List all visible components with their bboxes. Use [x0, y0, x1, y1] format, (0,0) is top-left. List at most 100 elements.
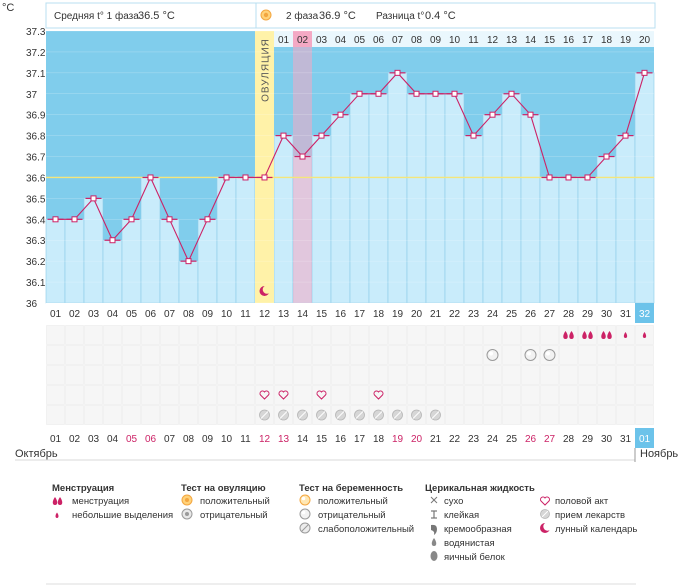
grid-cell: [521, 385, 540, 405]
grid-cell: [407, 325, 426, 345]
grid-cell: [160, 345, 179, 365]
date-label: 08: [183, 434, 195, 445]
month-start-label: Октябрь: [15, 448, 58, 460]
grid-cell: [540, 405, 559, 425]
heart-icon: [259, 390, 270, 400]
grid-cell: [350, 325, 369, 345]
temp-point: [147, 174, 154, 181]
temp-point: [242, 174, 249, 181]
date-label: 19: [392, 434, 404, 445]
pregnancy-test-weak-icon: [299, 522, 311, 534]
date-label: 23: [468, 434, 480, 445]
grid-cell: [198, 325, 217, 345]
y-tick-label: 36.3: [26, 236, 46, 247]
dry-icon: [430, 496, 438, 504]
grid-cell: [559, 345, 578, 365]
phase2-day-label: 13: [506, 35, 518, 46]
temp-point: [394, 69, 401, 76]
grid-cell: [445, 405, 464, 425]
phase2-day-label: 17: [582, 35, 594, 46]
pill-icon: [430, 409, 441, 421]
temp-point: [318, 132, 325, 139]
temp-point: [527, 111, 534, 118]
phase2-day-label: 12: [487, 35, 499, 46]
legend-item: отрицательный: [200, 510, 268, 521]
temp-point: [641, 69, 648, 76]
date-label: 14: [297, 434, 309, 445]
temp-bar: [387, 72, 408, 304]
highlighted-day-cell: [293, 31, 312, 47]
grid-cell: [65, 405, 84, 425]
grid-cell: [616, 345, 635, 365]
cycle-day-label: 20: [411, 309, 423, 320]
y-tick-label: 36.9: [26, 111, 46, 122]
grid-cell: [407, 345, 426, 365]
legend-item: положительный: [200, 496, 270, 507]
grid-cell: [65, 345, 84, 365]
phase2-day-label: 18: [601, 35, 613, 46]
grid-cell: [521, 405, 540, 425]
today-date-cell: [635, 428, 654, 448]
grid-cell: [179, 385, 198, 405]
temp-point: [280, 132, 287, 139]
grid-cell: [616, 405, 635, 425]
grid-cell: [236, 405, 255, 425]
cycle-day-label: 14: [297, 309, 309, 320]
legend-item: яичный белок: [444, 552, 506, 563]
temp-bar: [330, 114, 351, 304]
grid-cell: [635, 365, 654, 385]
heart-icon: [278, 390, 289, 400]
sticky-icon: [431, 510, 437, 519]
y-tick-label: 37.2: [26, 48, 46, 59]
legend-item: положительный: [318, 496, 388, 507]
grid-cell: [103, 325, 122, 345]
grid-cell: [502, 325, 521, 345]
temp-point: [603, 153, 610, 160]
grid-cell: [236, 385, 255, 405]
legend-item: сухо: [444, 496, 463, 507]
today-cell: [635, 303, 654, 323]
grid-cell: [217, 345, 236, 365]
diff-label: Разница t°: [376, 11, 424, 22]
grid-cell: [312, 345, 331, 365]
cycle-day-label: 11: [240, 309, 251, 320]
grid-cell: [236, 365, 255, 385]
date-label: 17: [354, 434, 366, 445]
temp-point: [584, 174, 591, 181]
grid-cell: [597, 345, 616, 365]
legend-item: лунный календарь: [555, 524, 637, 535]
grid-cell: [426, 365, 445, 385]
grid-cell: [388, 345, 407, 365]
cycle-day-label: 09: [202, 309, 214, 320]
temp-point: [470, 132, 477, 139]
header-box: [45, 2, 656, 29]
heart-icon: [373, 390, 384, 400]
grid-cell: [217, 325, 236, 345]
grid-cell: [84, 325, 103, 345]
egg-white-icon: [430, 551, 438, 561]
legend-item: клейкая: [444, 510, 479, 521]
grid-cell: [198, 365, 217, 385]
temp-point: [223, 174, 230, 181]
ovulation-test-positive-icon: [181, 494, 193, 506]
cycle-day-label: 13: [278, 309, 290, 320]
grid-cell: [502, 405, 521, 425]
grid-cell: [122, 345, 141, 365]
grid-cell: [274, 345, 293, 365]
legend-pill-icon: [540, 509, 550, 519]
symbol-rows: 01 02 03 04 05 06 07 08 09 10 11 12 13 14 15 16 17 18 19 20…: [0, 303, 678, 462]
grid-cell: [407, 365, 426, 385]
grid-cell: [388, 325, 407, 345]
date-label: 25: [506, 434, 518, 445]
heart-icon: [316, 390, 327, 400]
grid-cell: [331, 345, 350, 365]
grid-cell: [559, 405, 578, 425]
legend-title-cervical-fluid: Церикальная жидкость: [425, 483, 535, 494]
grid-cell: [502, 365, 521, 385]
grid-cell: [141, 385, 160, 405]
temp-bar: [634, 72, 655, 304]
grid-cell: [616, 365, 635, 385]
temp-point: [565, 174, 572, 181]
date-label: 16: [335, 434, 347, 445]
grid-cell: [426, 345, 445, 365]
